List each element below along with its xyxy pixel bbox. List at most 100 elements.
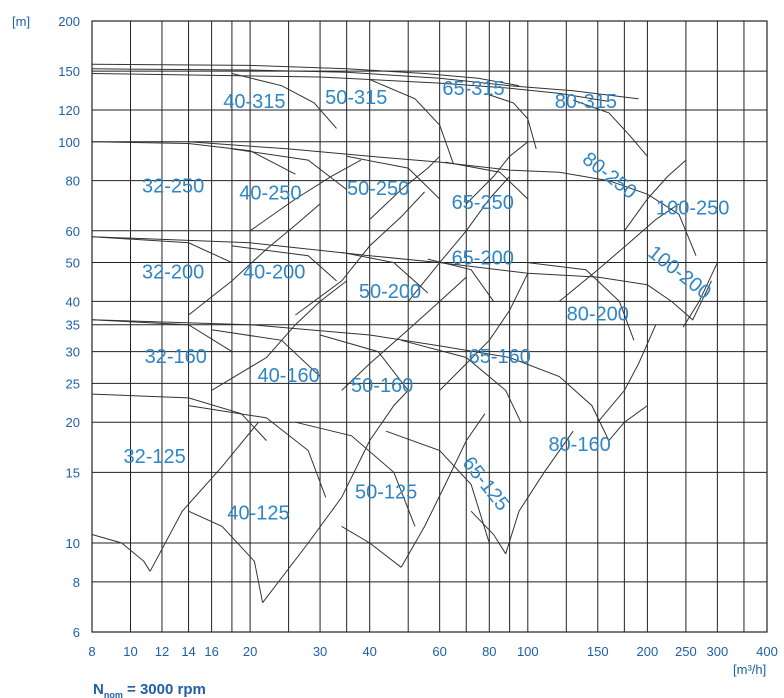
region-boundary-b8 (188, 203, 321, 316)
pump-curve-315-top-2 (91, 68, 639, 100)
region-label-40-315: 40-315 (223, 91, 285, 113)
pump-curve-250-top (188, 141, 697, 256)
x-tick-label: 16 (204, 644, 218, 659)
pump-curve-65-250-top (445, 161, 529, 200)
x-tick-label: 10 (123, 644, 137, 659)
region-boundary-b16 (623, 159, 687, 232)
x-tick-label: 100 (517, 644, 539, 659)
x-tick-label: 80 (482, 644, 496, 659)
x-tick-label: 30 (313, 644, 327, 659)
y-tick-label: 120 (58, 103, 80, 118)
region-boundary-b4 (505, 430, 574, 554)
region-boundary-b6 (341, 276, 467, 391)
y-tick-label: 25 (66, 376, 80, 391)
region-boundary-b17 (647, 280, 712, 321)
region-label-50-250: 50-250 (347, 178, 409, 200)
pump-curve-40-125-top (188, 405, 327, 498)
pump-curve-65-125-top (385, 430, 490, 544)
pump-curve-50-125-bottom (341, 525, 402, 568)
x-tick-label: 300 (707, 644, 729, 659)
pump-curve-315-top-3 (91, 73, 609, 102)
y-tick-label: 8 (73, 575, 80, 590)
nominal-speed-note: Nnom = 3000 rpm (93, 681, 206, 698)
region-label-50-125: 50-125 (355, 482, 417, 504)
pump-curve-50-200-top (341, 251, 429, 294)
pump-curve-160-top (91, 319, 610, 441)
region-label-40-160: 40-160 (257, 365, 319, 387)
pump-curve-65-160-top (401, 339, 522, 423)
x-tick-label: 150 (587, 644, 609, 659)
x-tick-label: 40 (362, 644, 376, 659)
region-boundary-b2 (262, 390, 409, 604)
pump-curve-40-125-bottom (188, 510, 264, 603)
y-tick-label: 150 (58, 64, 80, 79)
pump-curve-32-125-bottom (91, 534, 151, 572)
pump-curve-32-200-top (91, 236, 233, 264)
region-boundary-b3 (400, 413, 486, 568)
region-label-32-250: 32-250 (142, 176, 204, 198)
region-boundary-b5 (211, 280, 348, 391)
y-tick-label: 40 (66, 294, 80, 309)
y-tick-label: 35 (66, 318, 80, 333)
y-tick-label: 15 (66, 465, 80, 480)
region-label-100-200: 100-200 (644, 242, 715, 305)
pump-curve-65-125-bottom (470, 510, 507, 555)
y-tick-label: 200 (58, 14, 80, 29)
grid (91, 20, 768, 633)
region-label-40-125: 40-125 (227, 502, 289, 524)
x-tick-label: 14 (181, 644, 195, 659)
pump-curve-50-160-top (319, 334, 409, 391)
region-label-50-315: 50-315 (325, 87, 387, 109)
pump-curve-80-200-top (527, 262, 635, 341)
pump-curve-315-top-1 (91, 63, 520, 87)
region-label-32-160: 32-160 (145, 346, 207, 368)
region-boundary-b15 (597, 324, 657, 423)
pump-curve-50-125-top (295, 421, 416, 527)
region-label-32-200: 32-200 (142, 262, 204, 284)
region-label-100-250: 100-250 (656, 197, 729, 219)
x-tick-label: 250 (675, 644, 697, 659)
region-label-65-160: 65-160 (469, 346, 531, 368)
nominal-speed-value: = 3000 rpm (123, 681, 206, 698)
region-label-80-315: 80-315 (555, 91, 617, 113)
nominal-speed-symbol: N (93, 681, 104, 698)
region-boundary-b14 (558, 203, 680, 302)
region-boundary-b9 (295, 191, 425, 316)
pump-curves (91, 63, 718, 604)
region-label-80-250: 80-250 (578, 148, 641, 204)
pump-curve-80-315-edge (572, 99, 648, 157)
y-tick-label: 100 (58, 135, 80, 150)
x-tick-label: 400 (756, 644, 778, 659)
x-tick-label: 200 (637, 644, 659, 659)
y-axis-unit: [m] (12, 14, 30, 29)
y-tick-label: 10 (66, 536, 80, 551)
region-label-50-200: 50-200 (359, 281, 421, 303)
x-axis-unit: [m³/h] (733, 662, 766, 677)
pump-curve-40-200-top (231, 245, 337, 282)
region-boundary-b1 (149, 421, 259, 572)
region-label-80-160: 80-160 (548, 434, 610, 456)
x-tick-label: 12 (155, 644, 169, 659)
y-tick-label: 80 (66, 174, 80, 189)
region-boundary-b13 (465, 141, 529, 205)
region-label-40-250: 40-250 (239, 183, 301, 205)
region-label-80-200: 80-200 (567, 303, 629, 325)
x-tick-label: 8 (88, 644, 95, 659)
pump-curve-40-315-edge (231, 73, 337, 129)
pump-curve-50-250-top (346, 155, 441, 200)
pump-curve-40-250-top (231, 148, 348, 190)
pump-curve-50-315-edge (369, 79, 454, 165)
pump-curve-32-250-top (91, 141, 296, 175)
region-boundary-b18 (608, 405, 648, 441)
nominal-speed-subscript: nom (104, 690, 123, 698)
region-boundary-b12 (369, 155, 441, 220)
region-boundary-b11 (249, 159, 362, 232)
region-boundary-b7 (439, 273, 529, 391)
y-tick-label: 30 (66, 345, 80, 360)
y-tick-label: 60 (66, 224, 80, 239)
plot-frame (91, 20, 768, 633)
region-label-50-160: 50-160 (351, 375, 413, 397)
region-label-40-200: 40-200 (243, 262, 305, 284)
